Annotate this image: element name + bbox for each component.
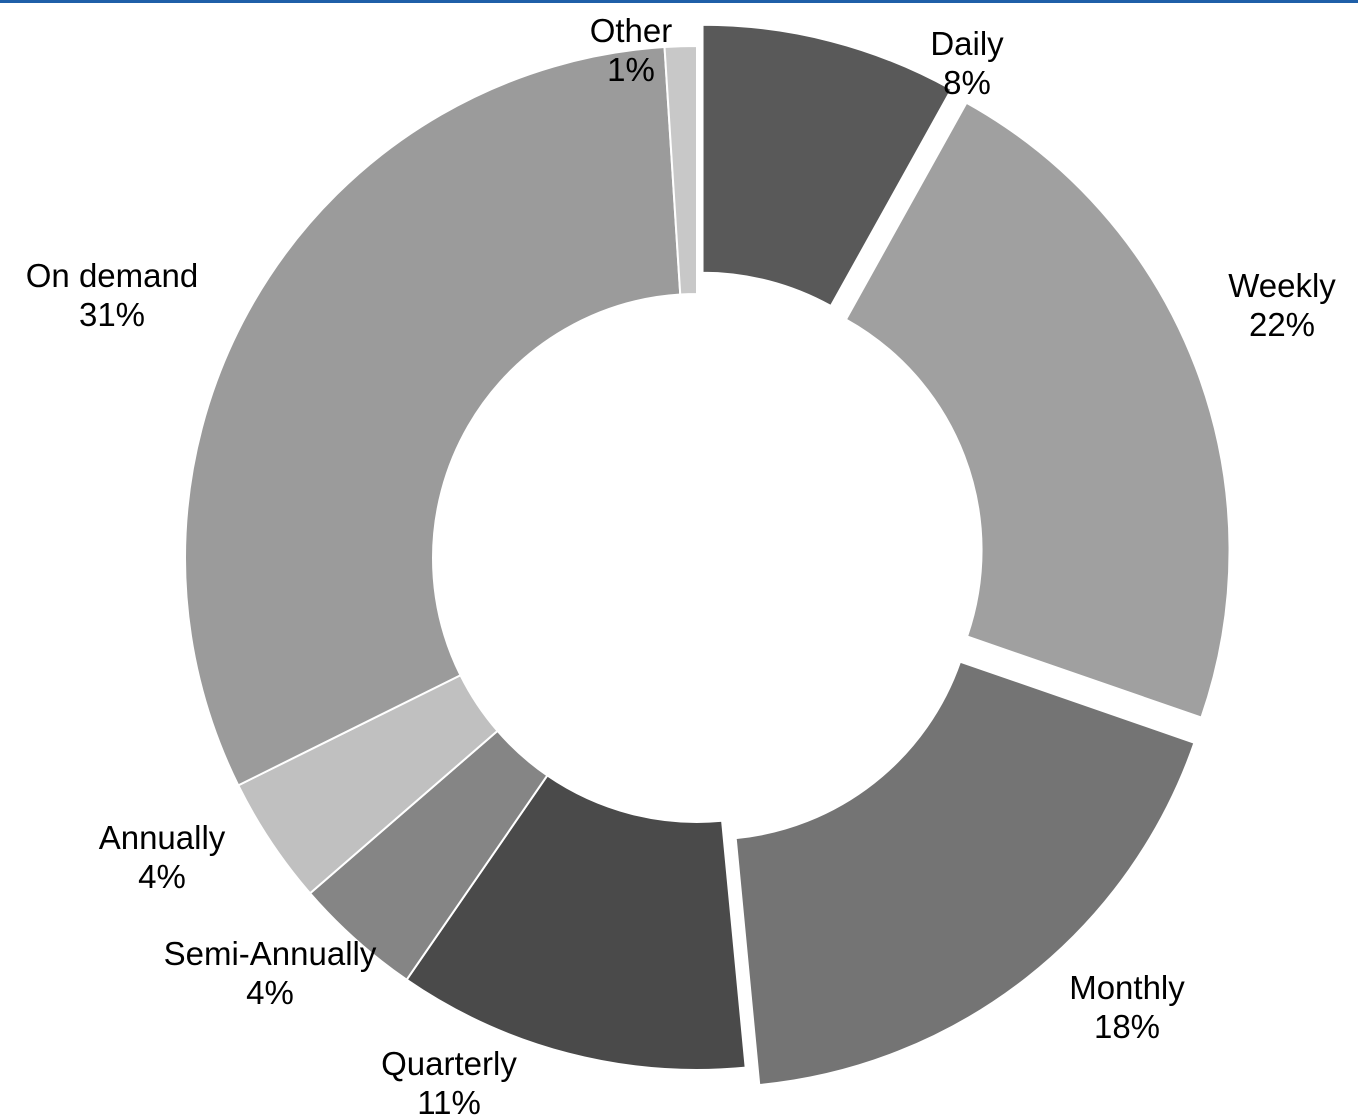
data-label-weekly: Weekly 22% [1228,267,1336,343]
category-label: Weekly [1228,267,1336,304]
category-label: Annually [99,819,226,856]
data-label-on-demand: On demand 31% [26,257,198,333]
slice-weekly [844,101,1231,719]
data-label-annually: Annually 4% [99,819,226,895]
percent-label: 31% [79,296,145,333]
percent-label: 22% [1249,306,1315,343]
percent-label: 4% [246,974,294,1011]
percent-label: 1% [607,51,655,88]
slice-quarterly [405,774,747,1071]
data-label-monthly: Monthly 18% [1069,969,1185,1045]
percent-label: 4% [138,858,186,895]
data-label-quarterly: Quarterly 11% [381,1045,517,1118]
chart-slices [184,23,1231,1087]
chart-labels: Daily 8%Weekly 22%Monthly 18%Quarterly 11%Se… [26,12,1337,1118]
category-label: Monthly [1069,969,1185,1006]
slice-on-demand [184,45,682,787]
percent-label: 18% [1094,1008,1160,1045]
percent-label: 8% [943,64,991,101]
category-label: Semi-Annually [164,935,377,972]
category-label: Daily [930,25,1004,62]
slice-monthly [734,660,1196,1087]
slice-other [663,44,698,296]
data-label-semi-annually: Semi-Annually 4% [164,935,377,1011]
data-label-daily: Daily 8% [930,25,1004,101]
top-rule [0,0,1358,3]
slice-daily [701,23,953,308]
category-label: Other [590,12,673,49]
category-label: Quarterly [381,1045,517,1082]
percent-label: 11% [417,1084,481,1118]
data-label-other: Other 1% [590,12,673,88]
category-label: On demand [26,257,198,294]
